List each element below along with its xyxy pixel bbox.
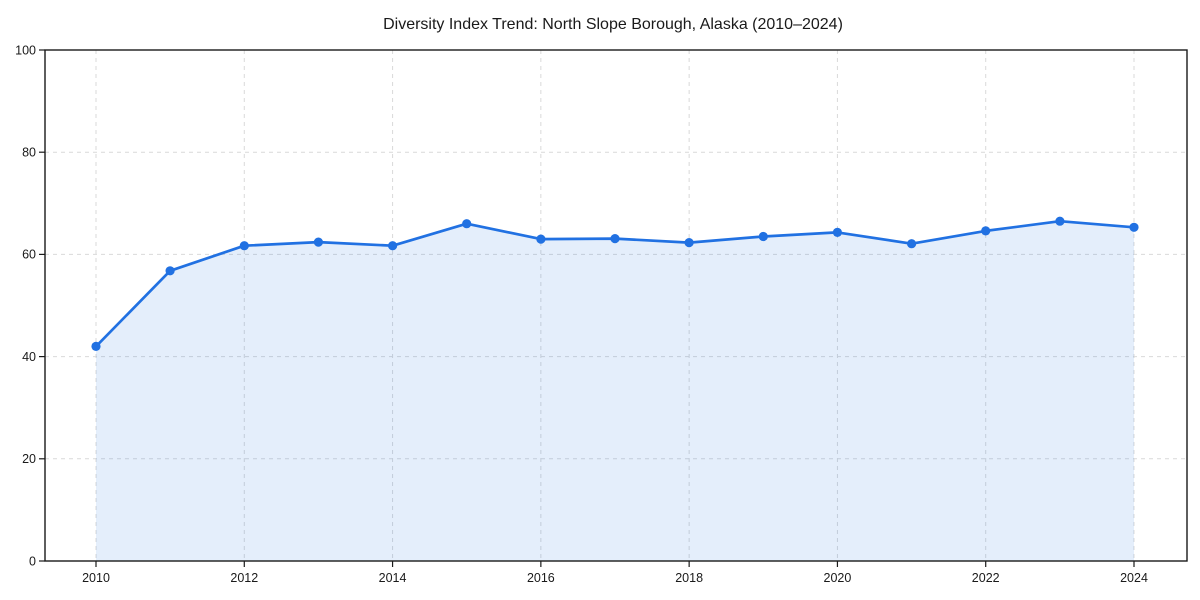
- data-point-marker-2013: [313, 237, 323, 247]
- axis-layer: 0 20 40 60 80 100 2010 2012 2014 2016 2018 2020 2022…: [15, 43, 1188, 585]
- x-tick-label: 2010: [82, 571, 110, 585]
- area-fill: [96, 221, 1134, 561]
- data-point-marker-2021: [907, 239, 917, 249]
- series-layer: [91, 216, 1139, 561]
- data-point-marker-2011: [165, 266, 175, 276]
- data-point-marker-2020: [832, 227, 843, 237]
- data-point-marker-2022: [981, 226, 991, 236]
- y-tick-label: 20: [22, 452, 36, 466]
- y-tick-label: 80: [22, 146, 36, 160]
- x-tick-label: 2024: [1120, 571, 1148, 585]
- y-tick-label: 0: [29, 554, 36, 568]
- data-point-marker-2010: [91, 341, 101, 351]
- x-tick-label: 2012: [230, 571, 258, 585]
- plot-border: [44, 49, 1188, 562]
- x-tick-label: 2014: [379, 571, 407, 585]
- data-point-marker-2015: [462, 219, 472, 229]
- grid-layer: [45, 50, 1187, 561]
- x-tick-label: 2020: [824, 571, 852, 585]
- x-tick-label: 2018: [675, 571, 703, 585]
- data-point-marker-2023: [1055, 216, 1065, 226]
- data-point-marker-2024: [1129, 222, 1139, 232]
- x-tick-label: 2022: [972, 571, 1000, 585]
- data-point-marker-2018: [684, 238, 694, 248]
- data-point-marker-2016: [536, 234, 546, 244]
- data-point-marker-2012: [239, 241, 249, 251]
- data-point-marker-2017: [610, 234, 620, 244]
- y-tick-label: 40: [22, 350, 36, 364]
- data-point-marker-2014: [388, 241, 398, 251]
- y-tick-label: 100: [15, 43, 36, 57]
- data-point-marker-2019: [758, 231, 768, 242]
- chart-title: Diversity Index Trend: North Slope Borou…: [383, 16, 843, 33]
- y-tick-label: 60: [22, 248, 36, 262]
- x-tick-label: 2016: [527, 571, 555, 585]
